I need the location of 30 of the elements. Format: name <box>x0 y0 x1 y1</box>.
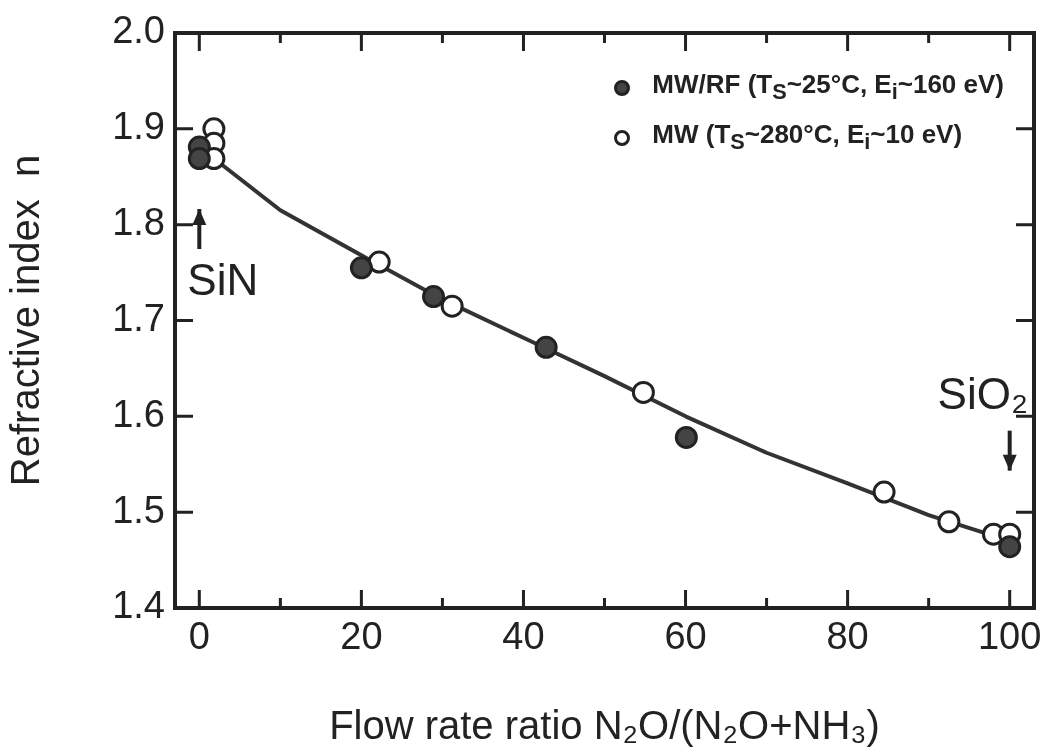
annotation: SiO₂ <box>937 368 1028 418</box>
y-tick-label: 1.4 <box>112 584 165 627</box>
x-tick-label: 80 <box>826 615 869 658</box>
point <box>872 480 896 504</box>
point <box>937 510 961 534</box>
point <box>674 425 698 449</box>
y-tick-label: 2.0 <box>112 9 165 52</box>
point <box>631 380 655 404</box>
y-tick-label: 1.9 <box>112 105 165 148</box>
annotation: SiN <box>187 255 259 305</box>
point <box>998 535 1022 559</box>
y-tick-label: 1.5 <box>112 488 165 531</box>
point <box>534 335 558 359</box>
point <box>440 294 464 318</box>
legend-label: MW (T$_{S}$~280°C, E$_{i}$~10 eV) <box>652 118 963 157</box>
y-tick-label: 1.7 <box>112 296 165 339</box>
point <box>367 250 391 274</box>
point <box>349 256 373 280</box>
y-axis-title: Refractive index n <box>3 154 48 487</box>
legend-label: MW/RF (T$_{S}$~25°C, E$_{i}$~160 eV) <box>652 68 1004 107</box>
x-tick-label: 0 <box>188 615 210 658</box>
point <box>187 147 211 171</box>
x-tick-label: 60 <box>664 615 707 658</box>
x-tick-label: 20 <box>340 615 383 658</box>
x-tick-label: 40 <box>502 615 545 658</box>
x-axis-title: Flow rate ratio N₂O/(N₂O+NH₃) <box>329 703 880 748</box>
y-tick-label: 1.8 <box>112 201 165 244</box>
y-tick-label: 1.6 <box>112 392 165 435</box>
x-tick-label: 100 <box>977 615 1042 658</box>
point <box>422 285 446 309</box>
